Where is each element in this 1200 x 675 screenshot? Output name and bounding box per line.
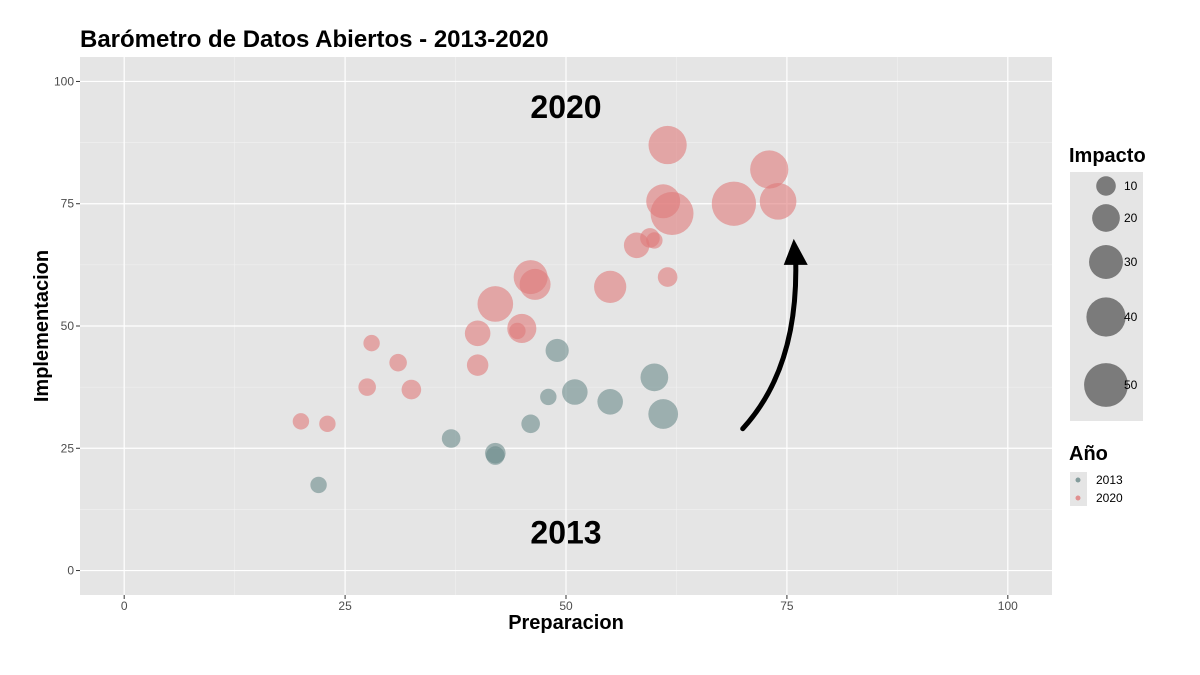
data-point-2020 xyxy=(507,313,537,343)
size-legend-label: 50 xyxy=(1124,378,1138,392)
data-point-2013 xyxy=(310,476,327,494)
grid-major xyxy=(80,57,1052,595)
y-axis: 0 25 50 75 100 xyxy=(54,74,80,578)
y-tick-label: 100 xyxy=(54,74,74,88)
data-point-2020 xyxy=(646,232,663,249)
data-point-2020 xyxy=(750,150,789,189)
x-tick-label: 0 xyxy=(121,599,128,613)
data-point-2020 xyxy=(759,182,797,220)
y-tick-label: 0 xyxy=(67,564,74,578)
chart-title: Barómetro de Datos Abiertos - 2013-2020 xyxy=(80,26,549,53)
x-axis: 0 25 50 75 100 xyxy=(121,595,1018,613)
data-point-2020 xyxy=(477,286,514,322)
data-point-2020 xyxy=(319,415,336,433)
color-legend: 2013 2020 xyxy=(1070,472,1123,506)
data-point-2020 xyxy=(466,354,489,376)
data-point-2013 xyxy=(441,429,461,448)
x-tick-label: 25 xyxy=(338,599,352,613)
annotation-arrow xyxy=(740,260,799,432)
x-tick-label: 75 xyxy=(780,599,794,613)
data-point-2020 xyxy=(650,192,694,235)
size-legend-title: Impacto xyxy=(1069,145,1146,167)
color-legend-label: 2020 xyxy=(1096,491,1123,505)
y-tick-label: 50 xyxy=(61,319,75,333)
size-legend-key xyxy=(1089,245,1123,279)
y-axis-title: Implementacion xyxy=(31,250,53,402)
y-tick-label: 25 xyxy=(61,441,75,455)
data-point-2020 xyxy=(292,413,310,430)
size-legend-key xyxy=(1096,176,1116,196)
data-point-2013 xyxy=(545,338,569,363)
x-axis-title: Preparacion xyxy=(508,612,624,634)
data-points xyxy=(292,125,797,494)
x-tick-label: 100 xyxy=(998,599,1018,613)
size-legend-key xyxy=(1086,297,1126,337)
size-legend-label: 40 xyxy=(1124,310,1138,324)
y-tick-label: 75 xyxy=(61,197,75,211)
data-point-2020 xyxy=(648,125,687,165)
data-point-2020 xyxy=(401,379,422,400)
data-point-2020 xyxy=(358,378,376,396)
size-legend-label: 20 xyxy=(1124,211,1138,225)
data-point-2013 xyxy=(486,446,505,465)
color-legend-label: 2013 xyxy=(1096,473,1123,487)
data-point-2020 xyxy=(519,268,551,300)
color-legend-title: Año xyxy=(1069,443,1108,465)
data-point-2013 xyxy=(521,414,540,434)
data-point-2020 xyxy=(657,267,678,287)
data-point-2020 xyxy=(363,334,380,352)
annotation-arrowhead xyxy=(783,238,808,265)
size-legend-label: 30 xyxy=(1124,255,1138,269)
size-legend-key xyxy=(1092,204,1120,232)
data-point-2013 xyxy=(597,389,623,415)
data-point-2020 xyxy=(389,353,407,372)
size-legend-key xyxy=(1084,363,1128,407)
data-point-2020 xyxy=(594,270,627,303)
size-legend-label: 10 xyxy=(1124,179,1138,193)
data-point-2013 xyxy=(562,379,588,405)
annotation-2013: 2013 xyxy=(530,514,601,550)
data-point-2020 xyxy=(464,320,491,347)
size-legend: 10 20 30 40 50 xyxy=(1084,176,1138,407)
color-legend-key xyxy=(1075,495,1081,501)
data-point-2013 xyxy=(540,388,557,406)
data-point-2013 xyxy=(648,399,679,429)
color-legend-key-bg xyxy=(1070,472,1087,506)
data-point-2020 xyxy=(711,181,757,226)
annotation-2020: 2020 xyxy=(530,89,601,125)
color-legend-key xyxy=(1075,477,1081,483)
x-tick-label: 50 xyxy=(559,599,573,613)
data-point-2013 xyxy=(640,363,669,392)
